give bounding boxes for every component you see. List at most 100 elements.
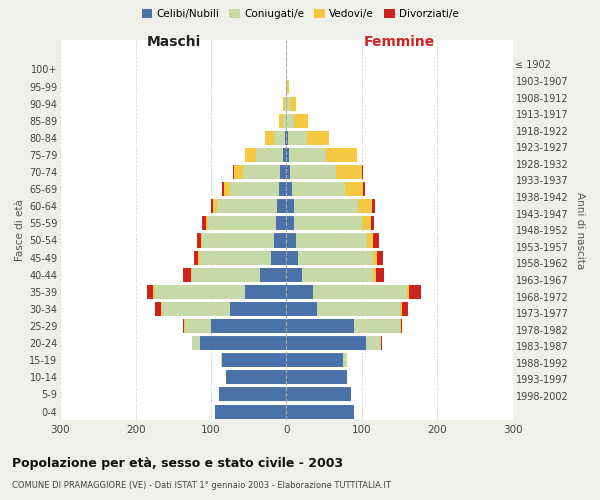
Bar bbox=[343, 353, 347, 368]
Bar bbox=[286, 114, 294, 128]
Bar bbox=[215, 404, 286, 418]
Bar bbox=[286, 268, 302, 281]
Bar bbox=[286, 200, 294, 213]
Bar bbox=[245, 285, 286, 299]
Bar bbox=[191, 268, 192, 281]
Bar bbox=[289, 148, 326, 162]
Bar bbox=[198, 250, 200, 264]
Bar bbox=[326, 148, 356, 162]
Bar bbox=[226, 370, 286, 384]
Bar bbox=[286, 250, 298, 264]
Bar bbox=[290, 96, 296, 110]
Bar bbox=[285, 131, 286, 145]
Bar bbox=[286, 80, 287, 94]
Bar bbox=[400, 319, 401, 333]
Bar bbox=[407, 285, 409, 299]
Bar bbox=[243, 165, 280, 179]
Bar bbox=[307, 131, 329, 145]
Bar bbox=[280, 165, 286, 179]
Bar bbox=[200, 234, 202, 247]
Bar bbox=[344, 182, 364, 196]
Bar bbox=[286, 148, 289, 162]
Bar bbox=[260, 268, 286, 281]
Bar bbox=[200, 336, 286, 350]
Bar bbox=[381, 336, 382, 350]
Bar bbox=[202, 216, 206, 230]
Bar bbox=[367, 234, 373, 247]
Bar bbox=[286, 353, 343, 368]
Bar bbox=[355, 319, 400, 333]
Bar bbox=[362, 216, 371, 230]
Bar bbox=[313, 285, 407, 299]
Bar bbox=[161, 302, 162, 316]
Bar bbox=[373, 234, 379, 247]
Bar bbox=[335, 165, 362, 179]
Bar bbox=[371, 216, 374, 230]
Bar bbox=[214, 200, 217, 213]
Bar bbox=[197, 234, 200, 247]
Bar bbox=[317, 302, 400, 316]
Bar bbox=[358, 200, 371, 213]
Bar bbox=[208, 216, 276, 230]
Bar bbox=[286, 388, 350, 402]
Bar bbox=[211, 319, 286, 333]
Bar bbox=[286, 370, 347, 384]
Text: Femmine: Femmine bbox=[364, 35, 435, 49]
Bar bbox=[183, 319, 184, 333]
Bar bbox=[290, 165, 335, 179]
Text: Maschi: Maschi bbox=[146, 35, 200, 49]
Bar bbox=[286, 182, 292, 196]
Bar bbox=[223, 353, 286, 368]
Bar bbox=[371, 200, 376, 213]
Bar bbox=[223, 182, 224, 196]
Bar bbox=[286, 302, 317, 316]
Bar bbox=[276, 216, 286, 230]
Bar bbox=[202, 234, 274, 247]
Bar bbox=[286, 234, 296, 247]
Bar bbox=[377, 250, 383, 264]
Bar bbox=[286, 404, 355, 418]
Bar bbox=[184, 319, 185, 333]
Bar bbox=[373, 268, 376, 281]
Y-axis label: Anni di nascita: Anni di nascita bbox=[575, 192, 585, 269]
Bar bbox=[183, 268, 191, 281]
Bar bbox=[283, 148, 286, 162]
Text: Popolazione per età, sesso e stato civile - 2003: Popolazione per età, sesso e stato civil… bbox=[12, 458, 343, 470]
Bar bbox=[286, 165, 290, 179]
Bar bbox=[285, 96, 286, 110]
Bar bbox=[153, 285, 155, 299]
Bar bbox=[286, 216, 294, 230]
Bar bbox=[230, 302, 286, 316]
Bar bbox=[364, 182, 365, 196]
Bar bbox=[286, 336, 365, 350]
Bar bbox=[221, 353, 223, 368]
Bar bbox=[296, 234, 367, 247]
Bar bbox=[274, 234, 286, 247]
Bar bbox=[200, 250, 271, 264]
Bar bbox=[217, 200, 277, 213]
Y-axis label: Fasce di età: Fasce di età bbox=[15, 200, 25, 261]
Bar bbox=[409, 285, 421, 299]
Bar bbox=[402, 302, 408, 316]
Bar bbox=[286, 285, 313, 299]
Bar bbox=[298, 250, 373, 264]
Bar bbox=[206, 216, 208, 230]
Bar bbox=[192, 336, 200, 350]
Bar bbox=[155, 302, 161, 316]
Bar bbox=[292, 182, 344, 196]
Bar bbox=[283, 114, 286, 128]
Bar bbox=[230, 182, 279, 196]
Bar bbox=[192, 268, 260, 281]
Bar bbox=[286, 319, 355, 333]
Bar bbox=[162, 302, 230, 316]
Bar bbox=[233, 165, 234, 179]
Legend: Celibi/Nubili, Coniugati/e, Vedovi/e, Divorziati/e: Celibi/Nubili, Coniugati/e, Vedovi/e, Di… bbox=[137, 5, 463, 24]
Bar bbox=[302, 268, 373, 281]
Bar bbox=[287, 80, 289, 94]
Bar bbox=[356, 148, 358, 162]
Bar bbox=[376, 268, 384, 281]
Bar bbox=[191, 336, 192, 350]
Bar bbox=[234, 165, 243, 179]
Bar bbox=[286, 131, 288, 145]
Bar bbox=[224, 182, 230, 196]
